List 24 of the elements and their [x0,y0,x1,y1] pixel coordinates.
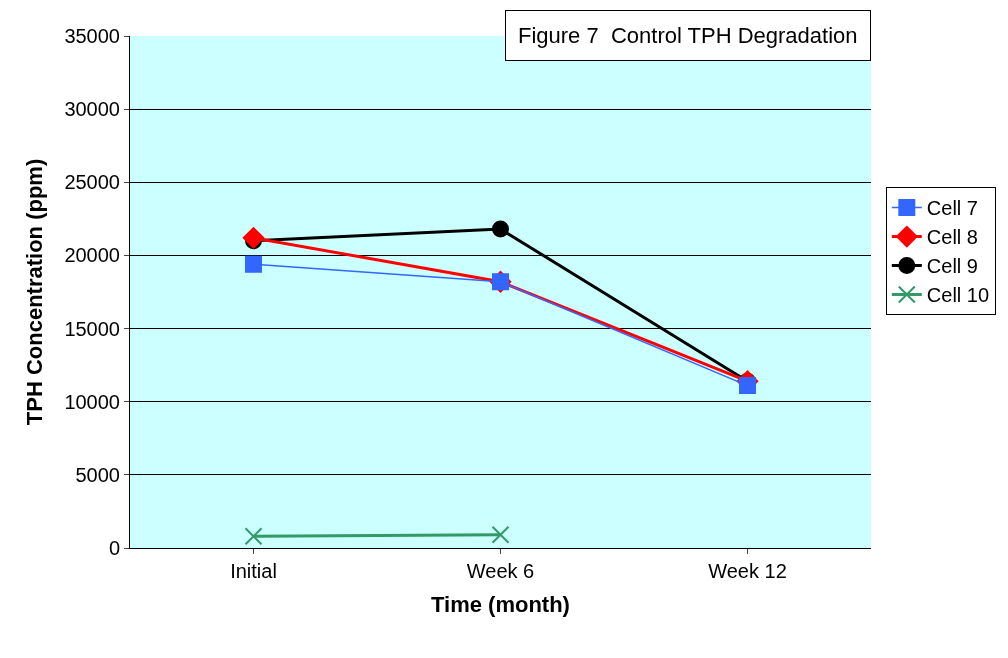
legend-label: Cell 8 [926,226,978,249]
x-tick-label: Initial [230,560,277,582]
y-tick-label: 5000 [75,463,120,486]
y-axis-title: TPH Concentration (ppm) [22,158,48,426]
y-tick-label: 0 [108,537,120,559]
point [244,527,263,546]
y-tick-label: 10000 [64,390,120,413]
y-tick-label: 20000 [64,244,120,267]
legend-label: Cell 10 [926,284,990,307]
y-tick-label: 15000 [64,317,120,340]
point [739,377,756,395]
chart-title: Figure 7 Control TPH Degradation [518,23,858,48]
x-tick-label: Week 6 [466,560,535,582]
point [492,220,509,238]
point [491,525,510,544]
legend-label: Cell 7 [926,197,978,220]
point [245,255,262,273]
y-tick-label: 25000 [64,171,120,194]
y-tick-label: 35000 [64,25,120,47]
x-tick-label: Week 12 [708,560,787,582]
point [242,227,265,249]
y-tick-label: 30000 [64,98,120,121]
x-axis-title: Time (month) [431,591,570,617]
legend-label: Cell 9 [926,255,978,278]
